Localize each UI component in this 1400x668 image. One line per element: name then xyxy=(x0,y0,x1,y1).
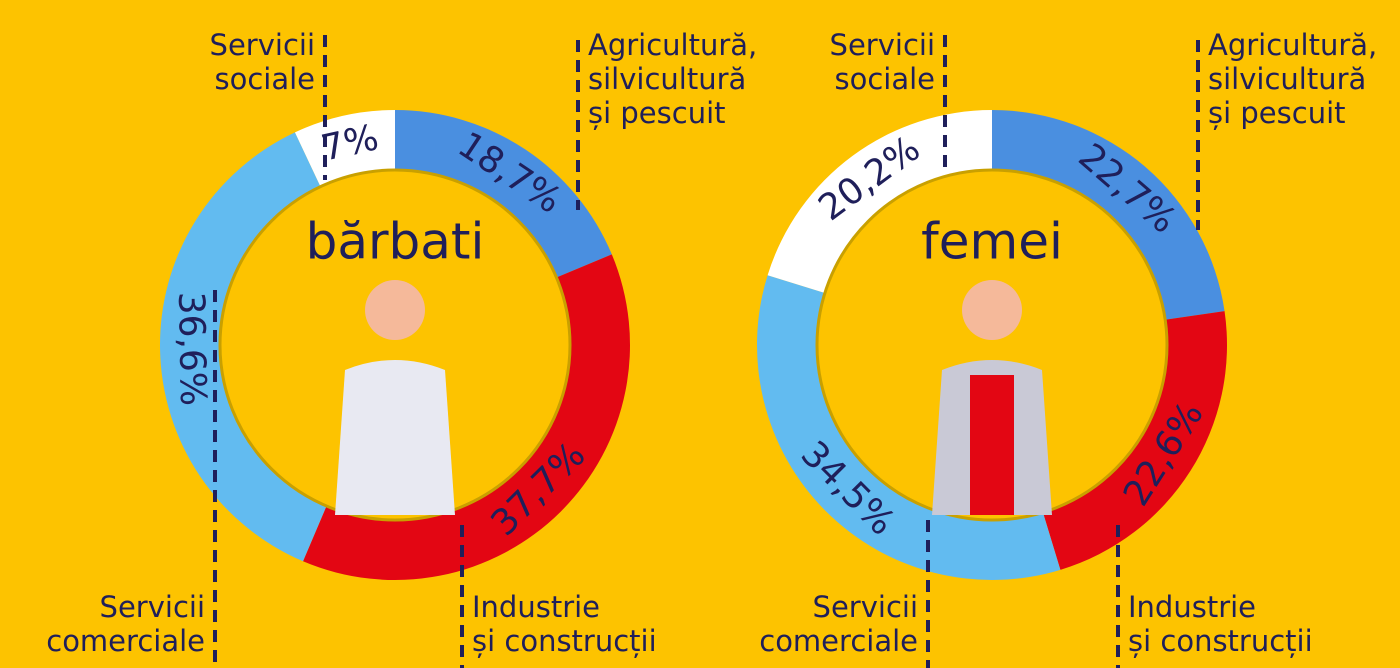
value-label: 36,6% xyxy=(170,291,213,406)
category-label: Servicii comerciale xyxy=(759,590,918,658)
category-label: Servicii sociale xyxy=(209,28,315,96)
category-label: Industrie și construcții xyxy=(472,590,657,658)
person-body xyxy=(335,360,455,515)
donut-segment xyxy=(756,275,1061,580)
person-head xyxy=(962,280,1022,340)
donut-segment xyxy=(767,109,992,294)
donut-segment xyxy=(1042,311,1227,570)
category-label: Servicii comerciale xyxy=(46,590,205,658)
inner-circle xyxy=(815,168,1169,522)
category-label: Industrie și construcții xyxy=(1128,590,1313,658)
category-label: Agricultură, silvicultură și pescuit xyxy=(1208,28,1378,130)
chart-title: bărbati xyxy=(306,213,485,271)
inner-circle xyxy=(218,168,572,522)
donut-segment xyxy=(294,110,395,187)
donut-segment xyxy=(395,110,612,278)
category-label: Servicii sociale xyxy=(829,28,935,96)
person-dress xyxy=(970,375,1014,515)
donut-segment xyxy=(303,254,630,580)
donut-segment xyxy=(160,132,327,562)
category-label: Agricultură, silvicultură și pescuit xyxy=(588,28,758,130)
chart-title: femei xyxy=(921,213,1063,271)
donut-segment xyxy=(992,110,1225,320)
person-head xyxy=(365,280,425,340)
